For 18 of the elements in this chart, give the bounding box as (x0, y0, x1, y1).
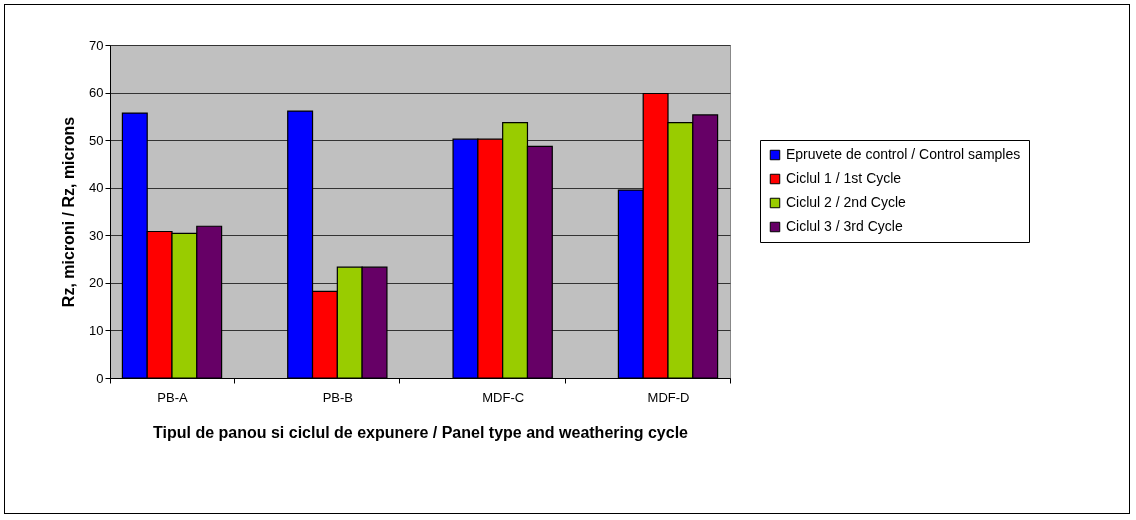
y-axis-title: Rz, microni / Rz, microns (60, 116, 78, 308)
y-tick-label: 50 (89, 132, 104, 148)
y-tick-label: 70 (89, 37, 104, 53)
legend-label: Epruvete de control / Control samples (786, 146, 1021, 162)
y-tick-label: 10 (89, 322, 104, 338)
x-tick-label: PB-A (157, 389, 188, 405)
legend-label: Ciclul 3 / 3rd Cycle (786, 218, 903, 234)
x-tick-label: MDF-D (647, 389, 690, 405)
x-tick-label: PB-B (322, 389, 354, 405)
legend-label: Ciclul 2 / 2nd Cycle (786, 194, 907, 210)
x-axis-title: Tipul de panou si ciclul de expunere / Panel type and weathering cycle (153, 423, 689, 441)
y-tick-label: 30 (89, 227, 104, 243)
y-tick-label: 0 (96, 370, 104, 386)
y-tick-label: 60 (89, 85, 104, 101)
y-tick-label: 40 (89, 180, 104, 196)
x-tick-label: MDF-C (482, 389, 525, 405)
y-tick-label: 20 (89, 275, 104, 291)
legend-label: Ciclul 1 / 1st Cycle (786, 170, 902, 186)
